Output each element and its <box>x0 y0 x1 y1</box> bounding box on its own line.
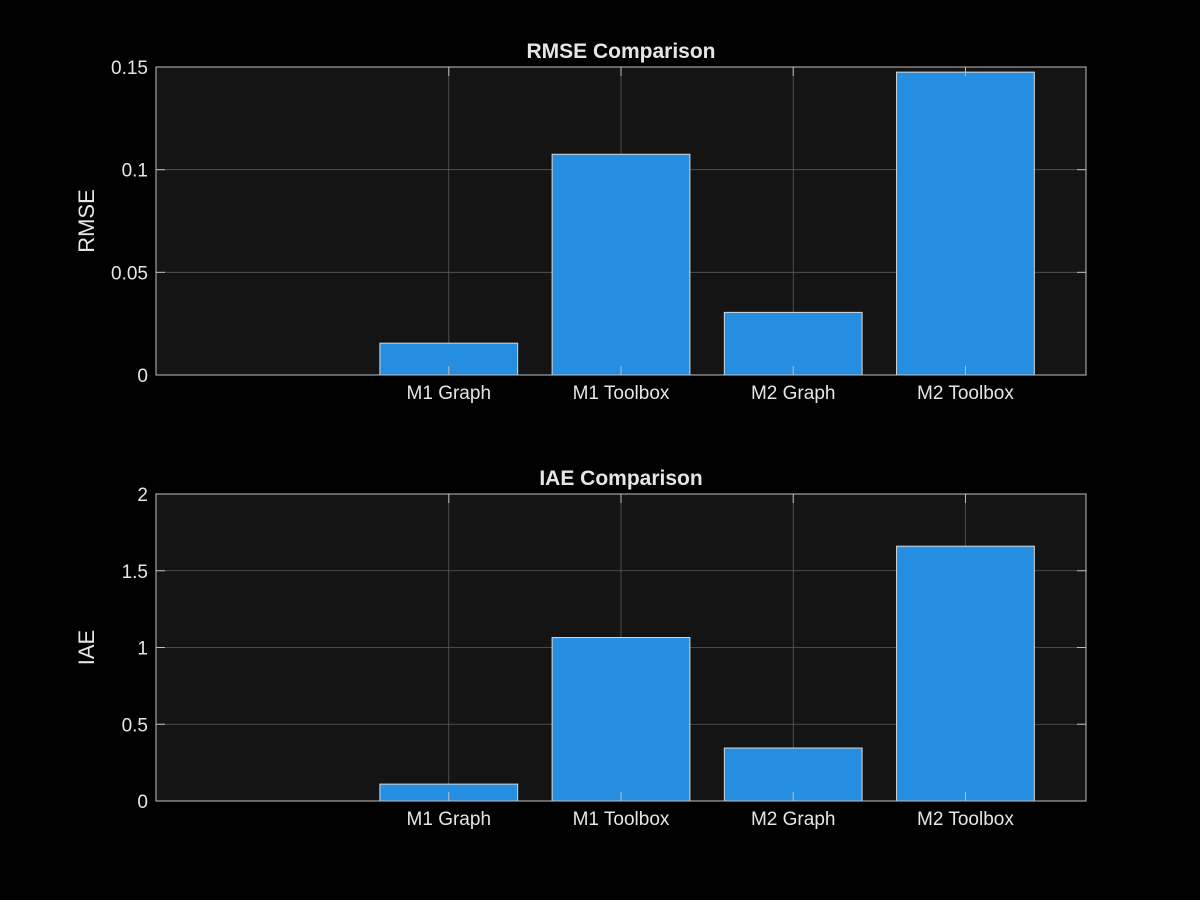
rmse-bar-m1-toolbox <box>551 153 691 376</box>
rmse-y-tick-label: 0.05 <box>111 263 148 284</box>
iae-y-tick-labels: 0 0.5 1 1.5 2 <box>122 485 148 813</box>
rmse-bar-m2-graph <box>723 311 863 376</box>
rmse-x-tick-label: M2 Toolbox <box>917 383 1014 404</box>
rmse-x-tick-labels: M1 Graph M1 Toolbox M2 Graph M2 Toolbox <box>407 383 1015 404</box>
rmse-y-tick-label: 0 <box>137 366 148 387</box>
iae-x-tick-label: M1 Toolbox <box>573 809 670 830</box>
rmse-x-tick-label: M1 Graph <box>407 383 491 404</box>
rmse-chart-title: RMSE Comparison <box>526 40 715 63</box>
iae-y-tick-label: 0 <box>137 792 148 813</box>
rmse-y-tick-label: 0.15 <box>111 58 148 79</box>
rmse-y-tick-labels: 0 0.05 0.1 0.15 <box>111 58 148 387</box>
iae-y-tick-label: 1 <box>137 639 148 660</box>
iae-x-tick-labels: M1 Graph M1 Toolbox M2 Graph M2 Toolbox <box>407 809 1015 830</box>
iae-x-tick-label: M1 Graph <box>407 809 491 830</box>
rmse-x-tick-label: M1 Toolbox <box>573 383 670 404</box>
iae-ticks <box>156 493 1086 802</box>
rmse-chart: 00.050.10.15 M1 Graph M1 Toolbox M2 Graph M… <box>74 40 1087 404</box>
iae-y-tick-label: 0.5 <box>122 715 148 736</box>
iae-x-tick-label: M2 Toolbox <box>917 809 1014 830</box>
rmse-y-axis-label: RMSE <box>74 189 99 253</box>
iae-x-tick-label: M2 Graph <box>751 809 835 830</box>
rmse-x-tick-label: M2 Graph <box>751 383 835 404</box>
rmse-ticks <box>156 66 1086 376</box>
rmse-bar-m2-toolbox <box>896 71 1035 376</box>
iae-y-tick-label: 2 <box>137 485 148 506</box>
iae-bars <box>379 545 1035 802</box>
rmse-bars <box>379 71 1035 376</box>
iae-y-tick-label: 1.5 <box>122 562 148 583</box>
iae-bar-m1-toolbox <box>551 637 691 802</box>
rmse-y-tick-label: 0.1 <box>122 161 148 182</box>
iae-bar-m2-toolbox <box>896 545 1035 802</box>
iae-chart-title: IAE Comparison <box>539 467 702 490</box>
iae-y-axis-label: IAE <box>74 630 99 665</box>
iae-chart: 0 0.5 1 1.5 2 M1 Graph M1 Toolbox M2 Graph M2 T… <box>74 467 1087 830</box>
